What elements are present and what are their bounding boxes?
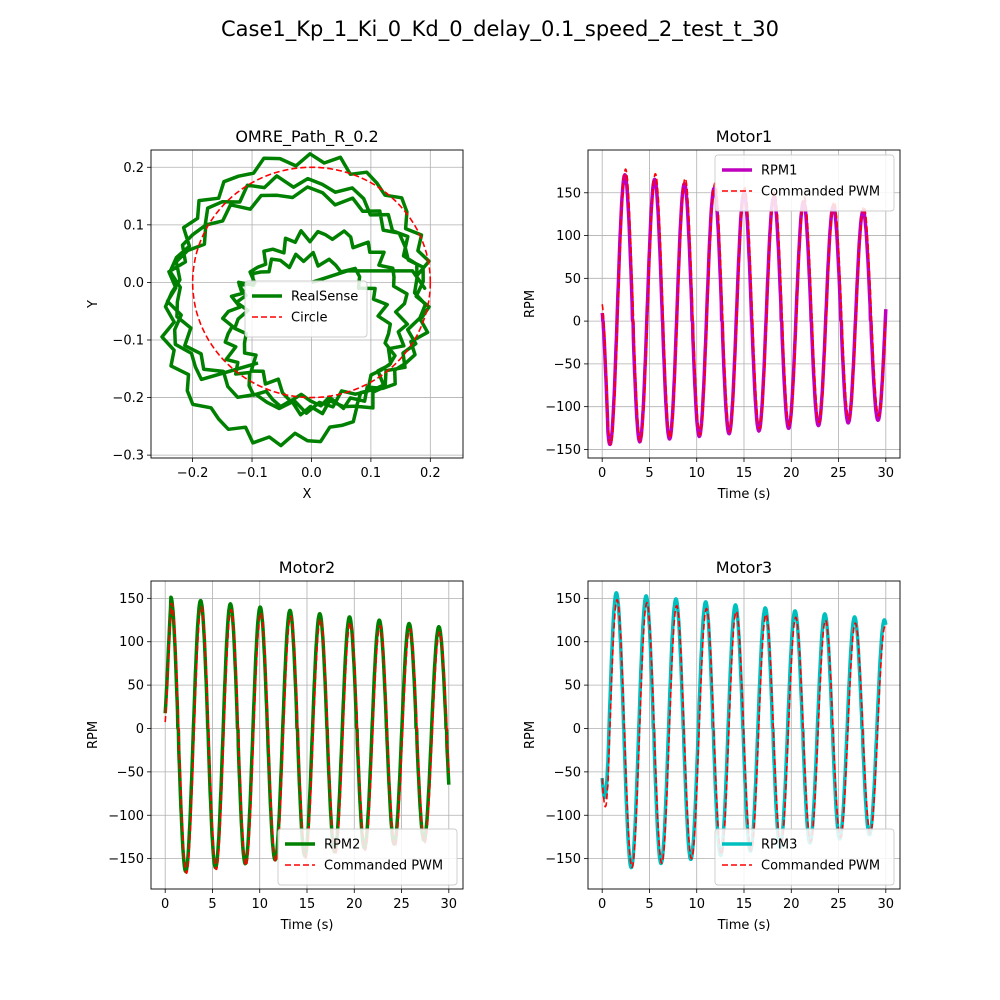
motor2-ytick-label: 0 — [136, 722, 144, 737]
motor2-legend-box — [277, 828, 458, 886]
motor2-frame — [150, 580, 464, 890]
motor1-title: Motor1 — [716, 127, 772, 146]
path-ytick-label: −0.1 — [112, 333, 144, 348]
figure-title: Case1_Kp_1_Ki_0_Kd_0_delay_0.1_speed_2_t… — [221, 17, 779, 42]
motor2-legend: RPM2 Commanded PWM — [277, 828, 458, 886]
motor3-legend-label: Commanded PWM — [761, 859, 880, 874]
motor3-ytick-label: −100 — [545, 809, 581, 824]
path-ytick-label: 0.1 — [123, 218, 144, 233]
motor2-ytick-label: −50 — [117, 765, 144, 780]
motor3-ytick-label: −150 — [545, 852, 581, 867]
path-legend: RealSense Circle — [244, 280, 368, 338]
motor1-frame — [587, 149, 901, 459]
path-ytick-label: 0.0 — [123, 276, 144, 291]
motor3-xtick-label: 0 — [598, 897, 606, 912]
path-xtick-label: −0.2 — [177, 466, 209, 481]
path-plot-area — [160, 152, 432, 448]
motor2-xtick-label: 0 — [161, 897, 169, 912]
motor1-xtick-label: 15 — [736, 466, 753, 481]
motor2-xtick-label: 15 — [299, 897, 316, 912]
motor2-legend-label: Commanded PWM — [324, 859, 443, 874]
motor3-xtick-label: 10 — [688, 897, 705, 912]
path-ticks: −0.2 −0.1 0.0 0.1 0.2 −0.3 −0.2 −0.1 0.0 0.1 0.2 — [112, 161, 440, 481]
motor1-legend: RPM1 Commanded PWM — [714, 154, 895, 212]
motor1-ytick-label: 150 — [556, 186, 581, 201]
motor3-ytick-label: 0 — [573, 722, 581, 737]
motor2-xtick-label: 5 — [208, 897, 216, 912]
reference-circle-line — [191, 166, 432, 399]
motor1-xtick-label: 25 — [830, 466, 847, 481]
motor1-ytick-label: −100 — [545, 400, 581, 415]
motor2-title: Motor2 — [279, 558, 335, 577]
motor2-ytick-label: −150 — [108, 852, 144, 867]
motor1-xtick-label: 10 — [688, 466, 705, 481]
subplots: −0.2 −0.1 0.0 0.1 0.2 −0.3 −0.2 −0.1 0.0 0.1 0.2 OM… — [86, 127, 901, 933]
path-xlabel: X — [303, 487, 312, 502]
path-xtick-label: −0.1 — [236, 466, 268, 481]
motor3-ylabel: RPM — [523, 721, 538, 749]
path-subplot: −0.2 −0.1 0.0 0.1 0.2 −0.3 −0.2 −0.1 0.0 0.1 0.2 OM… — [86, 127, 464, 502]
motor3-xtick-label: 5 — [645, 897, 653, 912]
motor2-legend-label: RPM2 — [324, 838, 360, 853]
motor1-legend-label: Commanded PWM — [761, 185, 880, 200]
path-legend-label: RealSense — [291, 290, 358, 305]
path-ytick-label: −0.3 — [112, 449, 144, 464]
motor3-xtick-label: 30 — [878, 897, 895, 912]
motor2-xtick-label: 30 — [441, 897, 458, 912]
motor3-xlabel: Time (s) — [717, 918, 771, 933]
motor3-legend-label: RPM3 — [761, 838, 797, 853]
motor2-ylabel: RPM — [86, 721, 101, 749]
path-ylabel: Y — [86, 300, 101, 309]
path-legend-label: Circle — [291, 311, 328, 326]
motor2-ytick-label: 150 — [119, 592, 144, 607]
path-ytick-label: 0.2 — [123, 161, 144, 176]
path-xtick-label: 0.2 — [420, 466, 441, 481]
realsense-trajectory-line — [160, 152, 431, 448]
motor1-xtick-label: 0 — [598, 466, 606, 481]
motor1-ticks: 0 5 10 15 20 25 30 −150 −100 −50 0 50 100 150 — [545, 186, 894, 481]
motor2-ytick-label: 100 — [119, 635, 144, 650]
path-frame — [150, 149, 464, 459]
motor3-xtick-label: 25 — [830, 897, 847, 912]
motor1-ytick-label: 50 — [564, 272, 581, 287]
motor1-xlabel: Time (s) — [717, 487, 771, 502]
motor3-legend: RPM3 Commanded PWM — [714, 828, 895, 886]
motor3-ytick-label: 100 — [556, 635, 581, 650]
motor1-ytick-label: −150 — [545, 443, 581, 458]
motor3-ytick-label: 150 — [556, 592, 581, 607]
motor1-xtick-label: 30 — [878, 466, 895, 481]
motor3-title: Motor3 — [716, 558, 772, 577]
motor3-xtick-label: 15 — [736, 897, 753, 912]
motor3-legend-box — [714, 828, 895, 886]
motor3-ytick-label: 50 — [564, 679, 581, 694]
path-ytick-label: −0.2 — [112, 391, 144, 406]
motor1-legend-label: RPM1 — [761, 164, 797, 179]
motor2-ytick-label: 50 — [127, 679, 144, 694]
motor1-ytick-label: −50 — [554, 357, 581, 372]
motor2-subplot: 0 5 10 15 20 25 30 −150 −100 −50 0 50 100 150 Motor2 Ti… — [86, 558, 464, 933]
motor3-subplot: 0 5 10 15 20 25 30 −150 −100 −50 0 50 100 150 Motor3 Ti… — [523, 558, 901, 933]
motor3-ytick-label: −50 — [554, 765, 581, 780]
path-title: OMRE_Path_R_0.2 — [235, 127, 378, 147]
motor2-xtick-label: 10 — [251, 897, 268, 912]
motor2-xtick-label: 25 — [393, 897, 410, 912]
motor3-xtick-label: 20 — [783, 897, 800, 912]
path-xtick-label: 0.0 — [301, 466, 322, 481]
motor1-ylabel: RPM — [523, 290, 538, 318]
motor2-ytick-label: −100 — [108, 809, 144, 824]
motor3-ticks: 0 5 10 15 20 25 30 −150 −100 −50 0 50 100 150 — [545, 592, 894, 912]
motor1-xtick-label: 20 — [783, 466, 800, 481]
motor1-legend-box — [714, 154, 895, 212]
motor3-frame — [587, 580, 901, 890]
motor1-ytick-label: 100 — [556, 229, 581, 244]
motor2-xlabel: Time (s) — [280, 918, 334, 933]
motor2-xtick-label: 20 — [346, 897, 363, 912]
motor1-subplot: 0 5 10 15 20 25 30 −150 −100 −50 0 50 100 150 Motor1 Ti… — [523, 127, 901, 502]
motor1-ytick-label: 0 — [573, 315, 581, 330]
motor2-ticks: 0 5 10 15 20 25 30 −150 −100 −50 0 50 100 150 — [108, 592, 457, 912]
path-xtick-label: 0.1 — [361, 466, 382, 481]
motor1-xtick-label: 5 — [645, 466, 653, 481]
